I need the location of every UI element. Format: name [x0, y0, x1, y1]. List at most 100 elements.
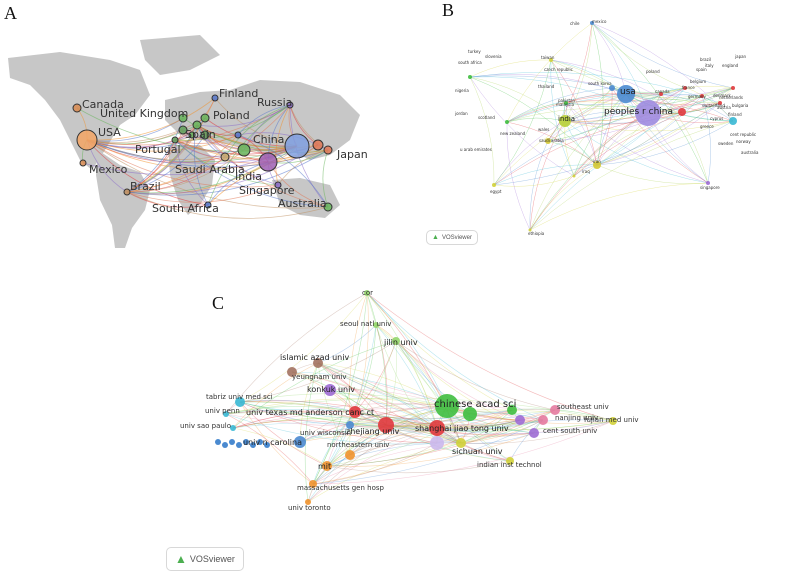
c-link [436, 419, 544, 431]
c-link [375, 324, 388, 426]
c-link [225, 292, 368, 415]
b-link [596, 87, 686, 166]
c-label-small: fujian med univ [584, 416, 639, 424]
c-link [291, 371, 438, 429]
c-node-yeungnam [287, 367, 297, 377]
b-link [469, 59, 552, 78]
b-link [596, 164, 709, 184]
b-link [493, 120, 566, 186]
vosviewer-text: VOSviewer [189, 554, 235, 564]
map-link [289, 104, 329, 208]
c-link [375, 324, 462, 444]
c-label-islamic-azad-univ: islamic azad univ [280, 353, 350, 362]
label-usa: USA [98, 126, 121, 139]
b-node-eu2 [718, 101, 722, 105]
c-node-cluster [229, 439, 235, 445]
b-link [625, 93, 709, 184]
c-link [239, 401, 314, 485]
c-label-jilin-univ: jilin univ [384, 338, 418, 347]
map-node-iran [237, 143, 251, 157]
c-link [232, 427, 328, 467]
map-link [126, 184, 279, 203]
c-link [232, 420, 351, 429]
b-label-small: bulgaria [732, 103, 749, 108]
map-node-eu3 [200, 130, 210, 140]
b-label-small: netherlands [719, 95, 743, 100]
b-link [550, 59, 598, 166]
c-link [225, 408, 438, 429]
b-node-ca [659, 92, 663, 96]
b-node-saudi [545, 138, 551, 144]
landmass-6 [318, 125, 336, 152]
c-link [239, 401, 614, 432]
b-label-small: poland [646, 69, 660, 74]
c-link [385, 340, 397, 426]
b-link [701, 95, 711, 184]
label-canada: Canada [82, 98, 124, 111]
b-link [591, 22, 734, 122]
c-link [312, 292, 368, 485]
c-link [366, 292, 387, 426]
map-node-saudi [220, 152, 230, 162]
b-link [564, 22, 593, 122]
map-node-australia [323, 202, 333, 212]
map-node-russia [286, 101, 294, 109]
c-link [436, 420, 614, 434]
c-link [366, 292, 614, 422]
b-link [573, 111, 683, 177]
c-link [436, 427, 535, 436]
c-node-jilin [392, 337, 400, 345]
b-link [469, 76, 575, 177]
c-node-cor [364, 290, 370, 296]
c-link [239, 399, 356, 413]
b-label-small: ethiopia [528, 231, 545, 236]
b-link [493, 93, 627, 186]
b-link [506, 102, 567, 123]
b-link [625, 93, 721, 106]
b-label-small: cent republic [730, 132, 757, 137]
c-link [354, 411, 462, 444]
map-node-japan [323, 145, 333, 155]
b-node-eu1 [700, 94, 704, 98]
b-label-small: sweden [718, 141, 734, 146]
label-portugal: Portugal [135, 143, 181, 156]
label-poland: Poland [213, 109, 250, 122]
label-south-africa: South Africa [152, 202, 219, 215]
c-link [239, 401, 513, 421]
c-link [436, 419, 614, 444]
label-australia: Australia [278, 197, 327, 210]
b-link [660, 93, 734, 122]
b-link [564, 120, 734, 132]
c-label-sichuan-univ: sichuan univ [452, 447, 503, 456]
b-node-egypt [492, 183, 496, 187]
c-link [225, 397, 614, 422]
label-japan: Japan [337, 148, 368, 161]
b-link [573, 93, 627, 177]
c-label-konkuk-univ: konkuk univ [307, 385, 356, 394]
b-label-small: norway [736, 139, 751, 144]
b-node-usa [617, 85, 635, 103]
c-link [312, 420, 614, 485]
map-link [174, 134, 239, 144]
c-link [349, 421, 438, 429]
b-link [596, 111, 683, 166]
c-label-zhejiang-univ: zhejiang univ [346, 427, 400, 436]
c-link [326, 432, 535, 467]
panel-a-letter: A [4, 3, 17, 23]
b-node-iran [593, 161, 601, 169]
c-link [395, 340, 535, 434]
map-node-korea [312, 139, 324, 151]
b-link [591, 22, 604, 166]
c-link [304, 362, 319, 503]
map-link [174, 139, 269, 164]
c-link [225, 413, 314, 485]
b-node-nz [505, 120, 509, 124]
map-link [224, 104, 291, 158]
b-label-small: australia [741, 150, 759, 155]
b-label-small: scotland [478, 115, 495, 120]
c-label-small: cor [362, 289, 374, 297]
c-link [312, 405, 448, 485]
map-link [86, 139, 329, 209]
